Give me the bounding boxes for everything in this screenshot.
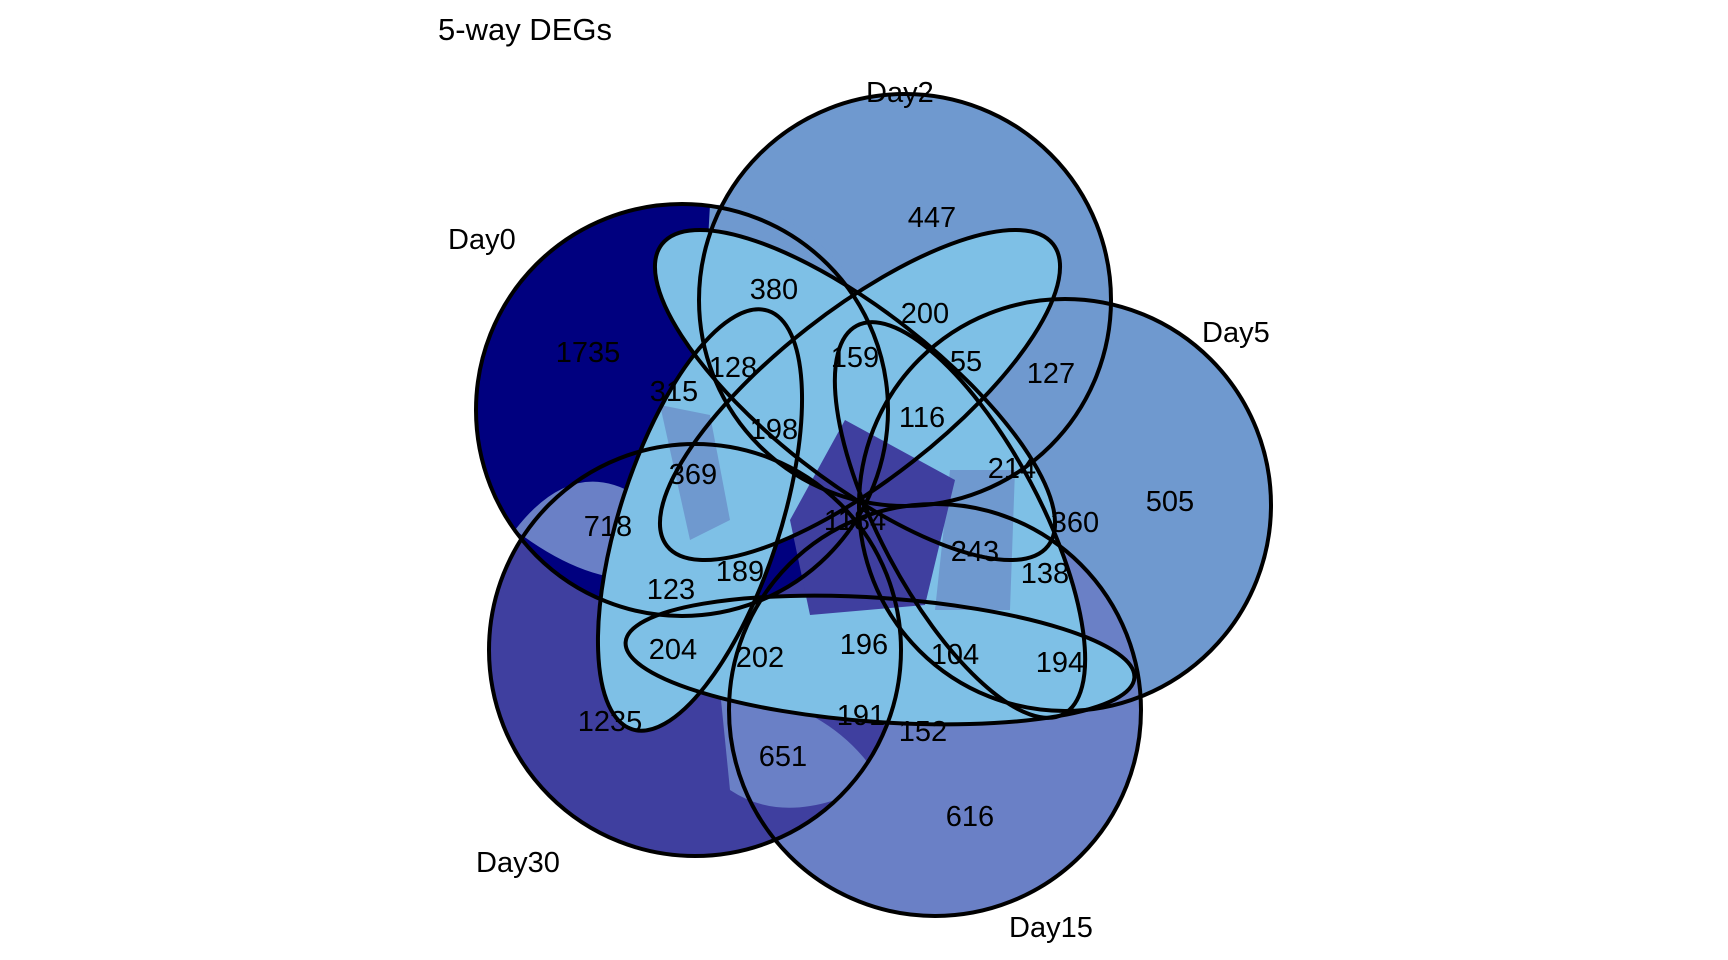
count-214: 214 [988,453,1036,485]
day0-circle-outline [474,202,890,618]
count-194: 194 [1036,647,1084,679]
band-369-fill [660,405,730,540]
count-191: 191 [837,700,885,732]
count-116: 116 [899,402,945,434]
venn-outlines [474,92,1273,918]
set-label-day15: Day15 [1009,912,1093,944]
count-123: 123 [647,574,695,606]
count-1184: 1184 [824,505,886,537]
count-204: 204 [649,634,697,666]
count-202: 202 [736,642,784,674]
set-label-day5: Day5 [1202,317,1270,349]
set-label-day0: Day0 [448,224,516,256]
overlap-day30-day15-fill [720,690,880,808]
count-651: 651 [759,741,807,773]
region-counts: 1735 447 505 616 1235 380 200 55 127 128… [556,202,1194,833]
count-315: 315 [650,376,698,408]
ellipse-e-fill [625,595,1135,725]
count-day0-only: 1735 [556,337,621,369]
ellipse-b-outline [657,227,1063,563]
count-138: 138 [1021,558,1069,590]
count-380: 380 [750,274,798,306]
count-127: 127 [1027,358,1075,390]
count-day2-only: 447 [908,202,956,234]
count-day5-only: 505 [1146,486,1194,518]
count-243: 243 [951,536,999,568]
count-360: 360 [1051,507,1099,539]
count-day15-only: 616 [946,801,994,833]
count-196: 196 [840,629,888,661]
count-189: 189 [716,556,764,588]
set-labels: Day0 Day2 Day5 Day15 Day30 [448,77,1270,944]
center-region-fill [790,420,955,615]
count-104: 104 [931,639,979,671]
count-55: 55 [950,346,982,378]
count-day30-only: 1235 [578,706,643,738]
count-200: 200 [901,298,949,330]
count-369: 369 [669,459,717,491]
day15-circle-outline [727,502,1143,918]
count-198: 198 [750,414,798,446]
ellipse-e-outline [623,593,1137,727]
venn-fills [476,94,1271,916]
count-718: 718 [584,511,632,543]
set-label-day30: Day30 [476,847,560,879]
count-159: 159 [831,342,879,374]
set-label-day2: Day2 [866,77,934,109]
ellipse-d-outline [595,307,805,733]
count-128: 128 [709,352,757,384]
count-152: 152 [899,716,947,748]
diagram-title: 5-way DEGs [438,12,612,47]
ellipse-a-outline [652,227,1058,563]
